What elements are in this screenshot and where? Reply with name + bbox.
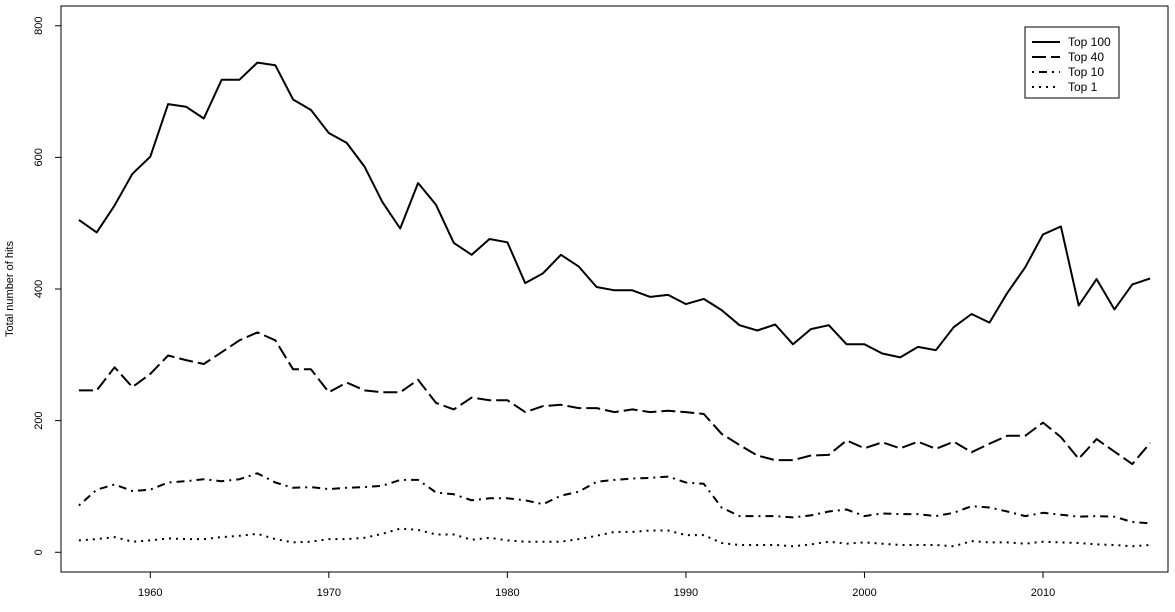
series-line-top-10 <box>78 472 1151 525</box>
legend-label: Top 10 <box>1068 65 1104 79</box>
series-line-top-1 <box>78 527 1151 548</box>
legend-label: Top 1 <box>1068 80 1098 94</box>
y-tick-label: 600 <box>33 148 45 166</box>
legend-label: Top 100 <box>1068 35 1111 49</box>
x-tick-label: 2010 <box>1031 587 1055 599</box>
x-tick-label: 1990 <box>674 587 698 599</box>
legend-label: Top 40 <box>1068 50 1104 64</box>
x-tick-label: 2000 <box>852 587 876 599</box>
y-tick-label: 0 <box>33 549 45 555</box>
x-axis: 1960 1970 1980 1990 2000 2010 <box>138 572 1055 599</box>
x-tick-label: 1970 <box>317 587 341 599</box>
series-layer <box>78 61 1151 548</box>
y-tick-label: 400 <box>33 280 45 298</box>
x-tick-label: 1980 <box>495 587 519 599</box>
series-line-top-40 <box>78 331 1151 466</box>
plot-frame <box>60 5 1169 573</box>
y-tick-label: 200 <box>33 411 45 429</box>
x-tick-label: 1960 <box>138 587 162 599</box>
y-axis-title: Total number of hits <box>4 241 16 337</box>
series-line-top-100 <box>78 61 1151 359</box>
y-axis: 0 200 400 600 800 <box>33 17 61 555</box>
y-tick-label: 800 <box>33 17 45 35</box>
